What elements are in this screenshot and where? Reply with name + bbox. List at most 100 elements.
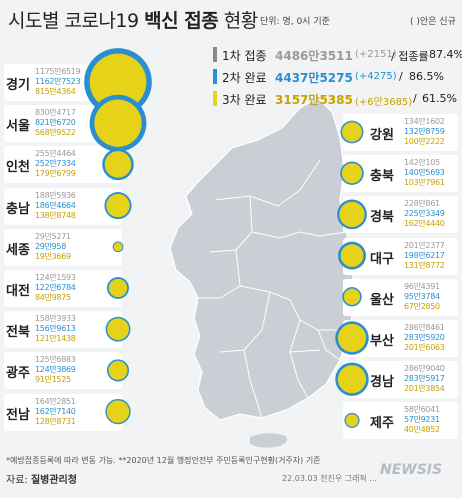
region-value-n2: 821만6720 [35,118,76,128]
region-value-n3: 121만1438 [35,334,76,344]
region-value-n3: 84만9875 [35,293,71,302]
region-values: 228만861 225만3349 162만4440 [404,199,445,229]
bubble-dose3 [341,163,363,184]
region-name: 제주 [370,416,394,432]
region-value-n3: 815만4364 [35,87,76,96]
region-name: 대전 [6,284,30,299]
region-panel-대전 [4,270,122,307]
region-values: 58만6041 57만9231 40만4852 [404,405,440,435]
legend-dose3-label: 3차 완료 [222,93,267,107]
region-name: 인천 [6,160,30,176]
unit-note: 단위: 명, 0시 기준 [260,17,330,27]
region-name: 서울 [6,119,30,135]
region-panel-전남 [4,393,122,431]
region-panel-충남 [4,187,122,225]
legend-dose1: 1차 접종 4486만3511 (+2151) / 접종률 87.4% [213,46,462,64]
region-values: 29만5271 29만958 19만3669 [35,232,71,262]
region-value-n1: 58만6041 [404,405,440,415]
region-value-n2: 124만3869 [35,365,76,375]
region-panel-제주 [343,402,458,440]
region-value-n2: 1162만7523 [35,77,81,86]
region-value-n1: 255만4464 [35,149,76,159]
bubble-dose3 [89,53,147,111]
legend-dose2: 2차 완료 4437만5275 (+4275) / 86.5% [213,68,458,86]
legend-dose2-label: 2차 완료 [222,71,267,85]
title-suffix: 현황 [218,10,258,32]
source-label: 자료: [6,475,31,486]
region-values: 142만105 140만5693 103만7961 [404,158,445,188]
bubble-dose3 [339,201,365,228]
region-value-n2: 140만5693 [404,168,445,178]
jeju-shape [250,433,288,448]
region-value-n3: 201만6063 [404,343,445,352]
watermark-logo: NEWSIS [380,462,443,478]
region-value-n2: 95만3784 [404,291,440,301]
region-values: 188만5936 186만4664 138만8748 [35,191,76,221]
region-value-n2: 162만7140 [35,406,76,416]
region-panel-광주 [4,352,122,390]
region-name: 전북 [6,325,30,341]
footnote: *예방접종등록에 따라 변동 가능. **2020년 12월 행정안전부 주민등… [6,456,321,465]
region-value-n3: 162만4440 [404,219,445,229]
region-value-n1: 228만861 [404,199,440,209]
legend-dose1-label: 1차 접종 [222,49,267,63]
region-value-n2: 225만3349 [404,209,445,219]
legend-dose3-total: 3157만5385 [275,93,353,107]
region-name: 충북 [370,169,394,185]
region-panel-전북 [4,311,122,349]
legend-dose3-rate-label: / [413,92,417,105]
legend-dose1-total: 4486만3511 [275,49,353,63]
region-value-n2: 252만7334 [35,159,76,169]
legend-dose1-rate: 87.4% [429,48,462,61]
legend-dose2-rate: 86.5% [409,70,444,83]
region-value-n3: 568만9522 [35,128,76,138]
bubble-dose3 [107,318,129,341]
region-value-n3: 131만8772 [404,260,445,270]
legend-dose3: 3차 완료 3157만5385 (+6만3685) / 61.5% [213,90,458,108]
region-panel-울산 [343,278,458,316]
legend-dose1-new: (+2151) [355,49,397,60]
title-bold: 백신 접종 [144,10,219,32]
region-value-n3: 103만7961 [404,178,445,188]
region-values: 124만1593 122만6784 84만9875 [35,273,76,303]
region-value-n2: 132만8759 [404,127,445,136]
region-value-n3: 128만8731 [35,416,76,426]
region-value-n1: 1175만6519 [35,67,81,76]
region-values: 134만1602 132만8759 100만2222 [404,117,445,147]
bubble-dose3 [94,99,142,147]
region-values: 1175만6519 1162만7523 815만4364 [35,67,81,97]
bubble-dose3 [108,360,128,380]
region-values: 286만8461 283만5920 201만6063 [404,323,445,353]
region-name: 경남 [370,375,394,391]
region-value-n1: 96만4391 [404,281,440,291]
region-value-n1: 29만5271 [35,231,71,241]
legend-dose1-rate-label: / 접종률 [391,50,429,63]
region-values: 164만2851 162만7140 128만8731 [35,397,76,427]
new-note: ( )안은 신규 [410,17,456,27]
region-value-n2: 283만5920 [404,333,445,342]
region-values: 201만2377 198만6217 131만8772 [404,241,445,271]
bubble-dose3 [337,323,367,353]
region-values: 158만3933 156만9613 121만1438 [35,314,76,344]
region-name: 대구 [370,251,394,267]
region-value-n1: 286만9040 [404,364,445,374]
legend-dose2-new: (+4275) [355,71,397,82]
legend-dose3-rate: 61.5% [422,92,457,105]
bubble-dose3 [343,288,361,305]
bubble-dose3 [104,151,132,178]
bubble-dose3 [342,122,362,142]
bubble-dose3 [337,365,367,394]
bubble-dose3 [106,400,130,423]
region-value-n2: 283만5917 [404,374,445,384]
region-name: 경북 [370,210,394,226]
region-values: 96만4391 95만3784 67만2850 [404,282,440,312]
region-value-n1: 286만8461 [404,323,445,332]
region-value-n2: 57만9231 [404,415,440,425]
region-value-n3: 91만1525 [35,375,71,385]
region-value-n2: 186만4664 [35,200,76,210]
region-value-n3: 100만2222 [404,137,445,146]
region-value-n3: 179만6799 [35,169,76,179]
bubble-dose3 [345,414,359,427]
